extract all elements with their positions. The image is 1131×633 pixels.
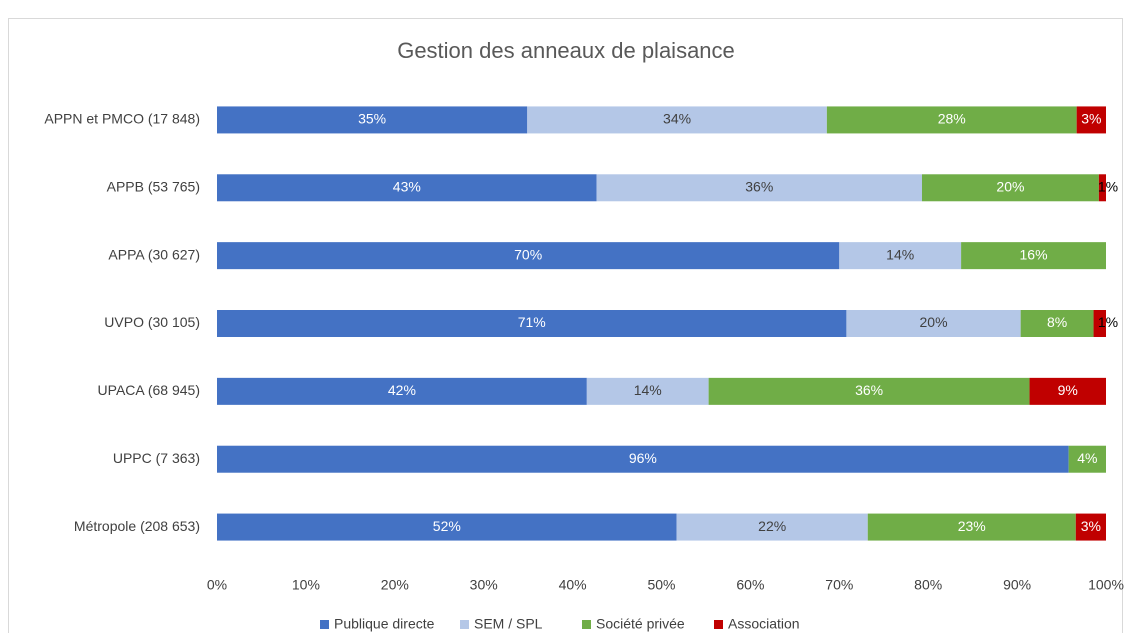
data-label: 43% [393,178,421,194]
bar-segment [1029,377,1106,405]
legend-swatch [320,620,329,629]
bar-segment [217,242,840,270]
data-label: 34% [663,111,691,127]
x-tick-label: 20% [381,577,409,593]
data-label: 20% [920,314,948,330]
bar-segment [217,513,677,541]
bar-segment [596,174,922,202]
x-tick-label: 50% [647,577,675,593]
x-tick-label: 90% [1003,577,1031,593]
bar-segment [839,242,962,270]
bar-segment [586,377,709,405]
data-label: 35% [358,111,386,127]
bar-segment [527,106,827,134]
data-label: 36% [855,382,883,398]
y-tick-label: UPPC (7 363) [113,450,200,466]
y-tick-label: Métropole (208 653) [74,518,200,534]
data-label: 20% [996,178,1024,194]
x-tick-label: 40% [559,577,587,593]
bar-segment [676,513,868,541]
x-tick-label: 70% [825,577,853,593]
legend-label: Association [728,616,800,632]
legend-swatch [582,620,591,629]
y-tick-label: UVPO (30 105) [104,314,200,330]
x-tick-label: 80% [914,577,942,593]
data-label: 9% [1058,382,1078,398]
data-label: 8% [1047,314,1067,330]
x-tick-label: 0% [207,577,227,593]
bar-segment [217,445,1069,473]
data-label: 71% [518,314,546,330]
legend-swatch [714,620,723,629]
y-tick-label: UPACA (68 945) [98,382,200,398]
x-tick-label: 60% [736,577,764,593]
data-label: 14% [886,246,914,262]
bar-segment [826,106,1077,134]
y-tick-label: APPN et PMCO (17 848) [44,111,200,127]
x-tick-label: 100% [1088,577,1124,593]
data-label: 28% [938,111,966,127]
bar-segment [217,310,847,337]
legend-label: Publique directe [334,616,435,632]
bar-segment [961,242,1106,270]
bar-segment [867,513,1076,541]
data-label: 22% [758,518,786,534]
x-tick-label: 10% [292,577,320,593]
x-tick-label: 30% [470,577,498,593]
data-label: 23% [958,518,986,534]
bar-segment [1098,174,1106,202]
data-label: 16% [1020,246,1048,262]
data-label: 96% [629,450,657,466]
bar-segment [921,174,1099,202]
data-label: 36% [745,178,773,194]
y-tick-label: APPA (30 627) [108,246,200,262]
bar-segment [846,310,1021,337]
data-label: 4% [1077,450,1097,466]
bar-segment [1093,310,1106,337]
legend-label: Société privée [596,616,685,632]
bar-segment [1020,310,1094,337]
bar-segment [1068,445,1106,473]
data-label: 3% [1081,111,1101,127]
bar-segment [217,377,587,405]
y-tick-label: APPB (53 765) [107,178,200,194]
bar-segment [217,174,597,202]
bar-segment [1075,513,1106,541]
data-label: 42% [388,382,416,398]
legend-label: SEM / SPL [474,616,543,632]
data-label: 52% [433,518,461,534]
legend-swatch [460,620,469,629]
bar-segment [217,106,528,134]
bar-segment [708,377,1030,405]
data-label: 70% [514,246,542,262]
chart-title: Gestion des anneaux de plaisance [397,38,735,63]
data-label: 1% [1098,178,1118,194]
data-label: 3% [1081,518,1101,534]
data-label: 1% [1098,314,1118,330]
bar-segment [1076,106,1106,134]
data-label: 14% [634,382,662,398]
